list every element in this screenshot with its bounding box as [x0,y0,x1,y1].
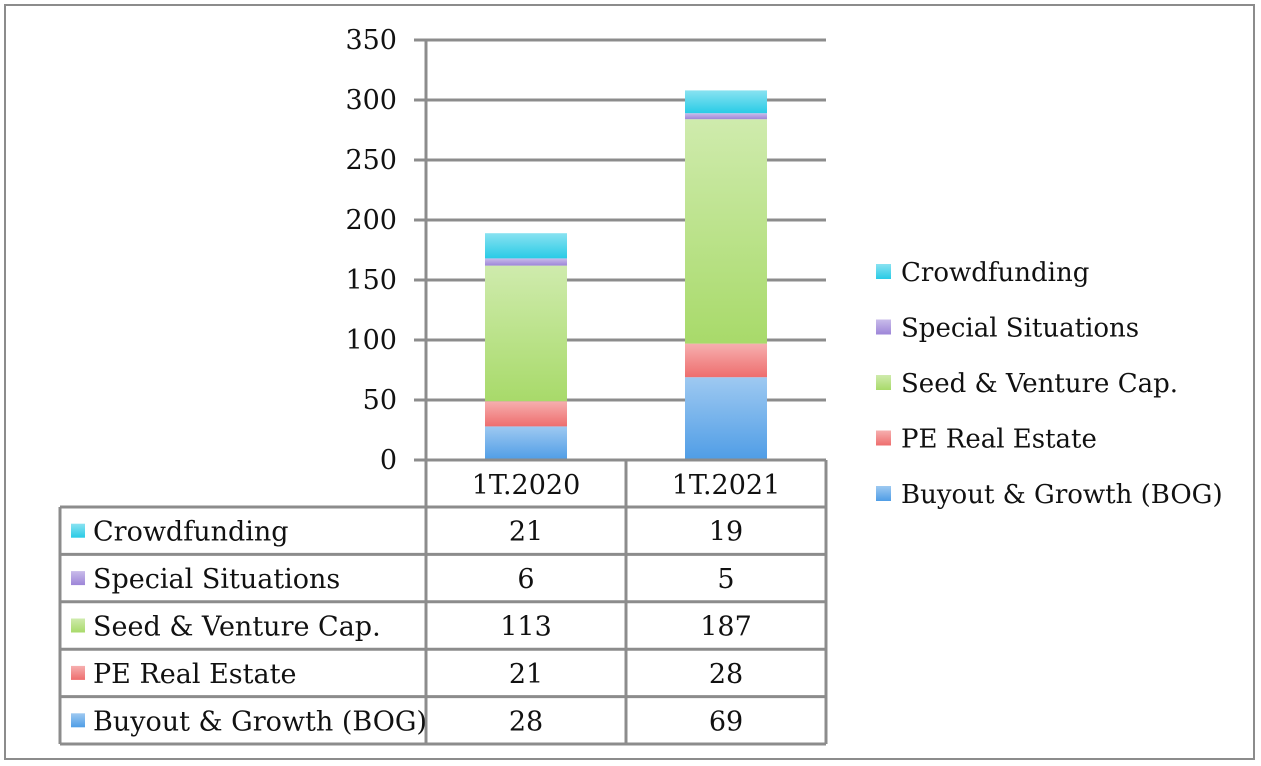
table-row-label-pe-real-estate: PE Real Estate [93,659,296,690]
table-cell-crowdfunding-1t-2021: 19 [709,517,743,548]
bar-seed-venture-cap-1t-2021 [685,119,767,344]
data-table: 1T.2020 1T.2021 Crowdfunding 21 19 Special Si… [58,458,828,746]
table-cell-seed-venture-cap-1t-2021: 187 [700,612,752,643]
bar-special-situations-1t-2021 [685,113,767,120]
y-tick-label: 300 [345,85,397,116]
y-tick-label: 250 [345,145,397,176]
table-cell-crowdfunding-1t-2020: 21 [509,517,543,548]
legend-label-seed-venture-cap: Seed & Venture Cap. [901,369,1178,399]
legend-label-special-situations: Special Situations [901,314,1139,344]
y-tick-label: 0 [380,445,397,476]
bar-seed-venture-cap-1t-2020 [485,265,567,402]
legend-key-special-situations [876,319,891,335]
bar-buyout-growth-bog-1t-2020 [485,426,567,460]
table-key-buyout-growth-bog [71,713,85,728]
bar-pe-real-estate-1t-2021 [685,343,767,378]
bars [485,90,767,460]
bar-buyout-growth-bog-1t-2021 [685,377,767,460]
table-row-label-buyout-growth-bog: Buyout & Growth (BOG) [93,706,427,737]
legend: Crowdfunding Special Situations Seed & Ven… [876,258,1223,510]
y-axis-ticks: 0 50 100 150 200 250 300 350 [345,25,397,476]
y-tick-label: 350 [345,25,397,56]
y-tick-label: 100 [345,325,397,356]
table-row-label-seed-venture-cap: Seed & Venture Cap. [93,612,381,643]
legend-key-crowdfunding [876,264,891,279]
table-row-label-crowdfunding: Crowdfunding [93,517,289,548]
table-cell-buyout-growth-bog-1t-2020: 28 [509,706,543,737]
y-tick-label: 200 [345,205,397,236]
legend-label-buyout-growth-bog: Buyout & Growth (BOG) [901,480,1223,510]
bar-crowdfunding-1t-2020 [485,233,567,259]
legend-label-crowdfunding: Crowdfunding [901,258,1089,288]
table-key-crowdfunding [71,523,85,538]
chart-frame [4,4,1255,760]
table-cell-seed-venture-cap-1t-2020: 113 [500,612,552,643]
table-header-1t-2020: 1T.2020 [472,470,581,501]
table-key-seed-venture-cap [71,618,85,633]
legend-key-pe-real-estate [876,430,891,446]
table-header-1t-2021: 1T.2021 [672,470,781,501]
legend-key-seed-venture-cap [876,375,891,390]
table-cell-special-situations-1t-2020: 6 [517,564,534,595]
table-key-special-situations [71,571,85,586]
y-tick-label: 50 [363,385,397,416]
table-cell-pe-real-estate-1t-2020: 21 [509,659,543,690]
y-tick-label: 150 [345,265,397,296]
bar-crowdfunding-1t-2021 [685,90,767,114]
table-key-pe-real-estate [71,665,85,680]
table-cell-buyout-growth-bog-1t-2021: 69 [709,706,743,737]
legend-label-pe-real-estate: PE Real Estate [901,425,1097,455]
table-row-label-special-situations: Special Situations [93,564,340,595]
table-cell-special-situations-1t-2021: 5 [717,564,734,595]
bar-special-situations-1t-2020 [485,258,567,266]
bar-pe-real-estate-1t-2020 [485,401,567,427]
legend-key-buyout-growth-bog [876,486,891,501]
table-cell-pe-real-estate-1t-2021: 28 [709,659,743,690]
